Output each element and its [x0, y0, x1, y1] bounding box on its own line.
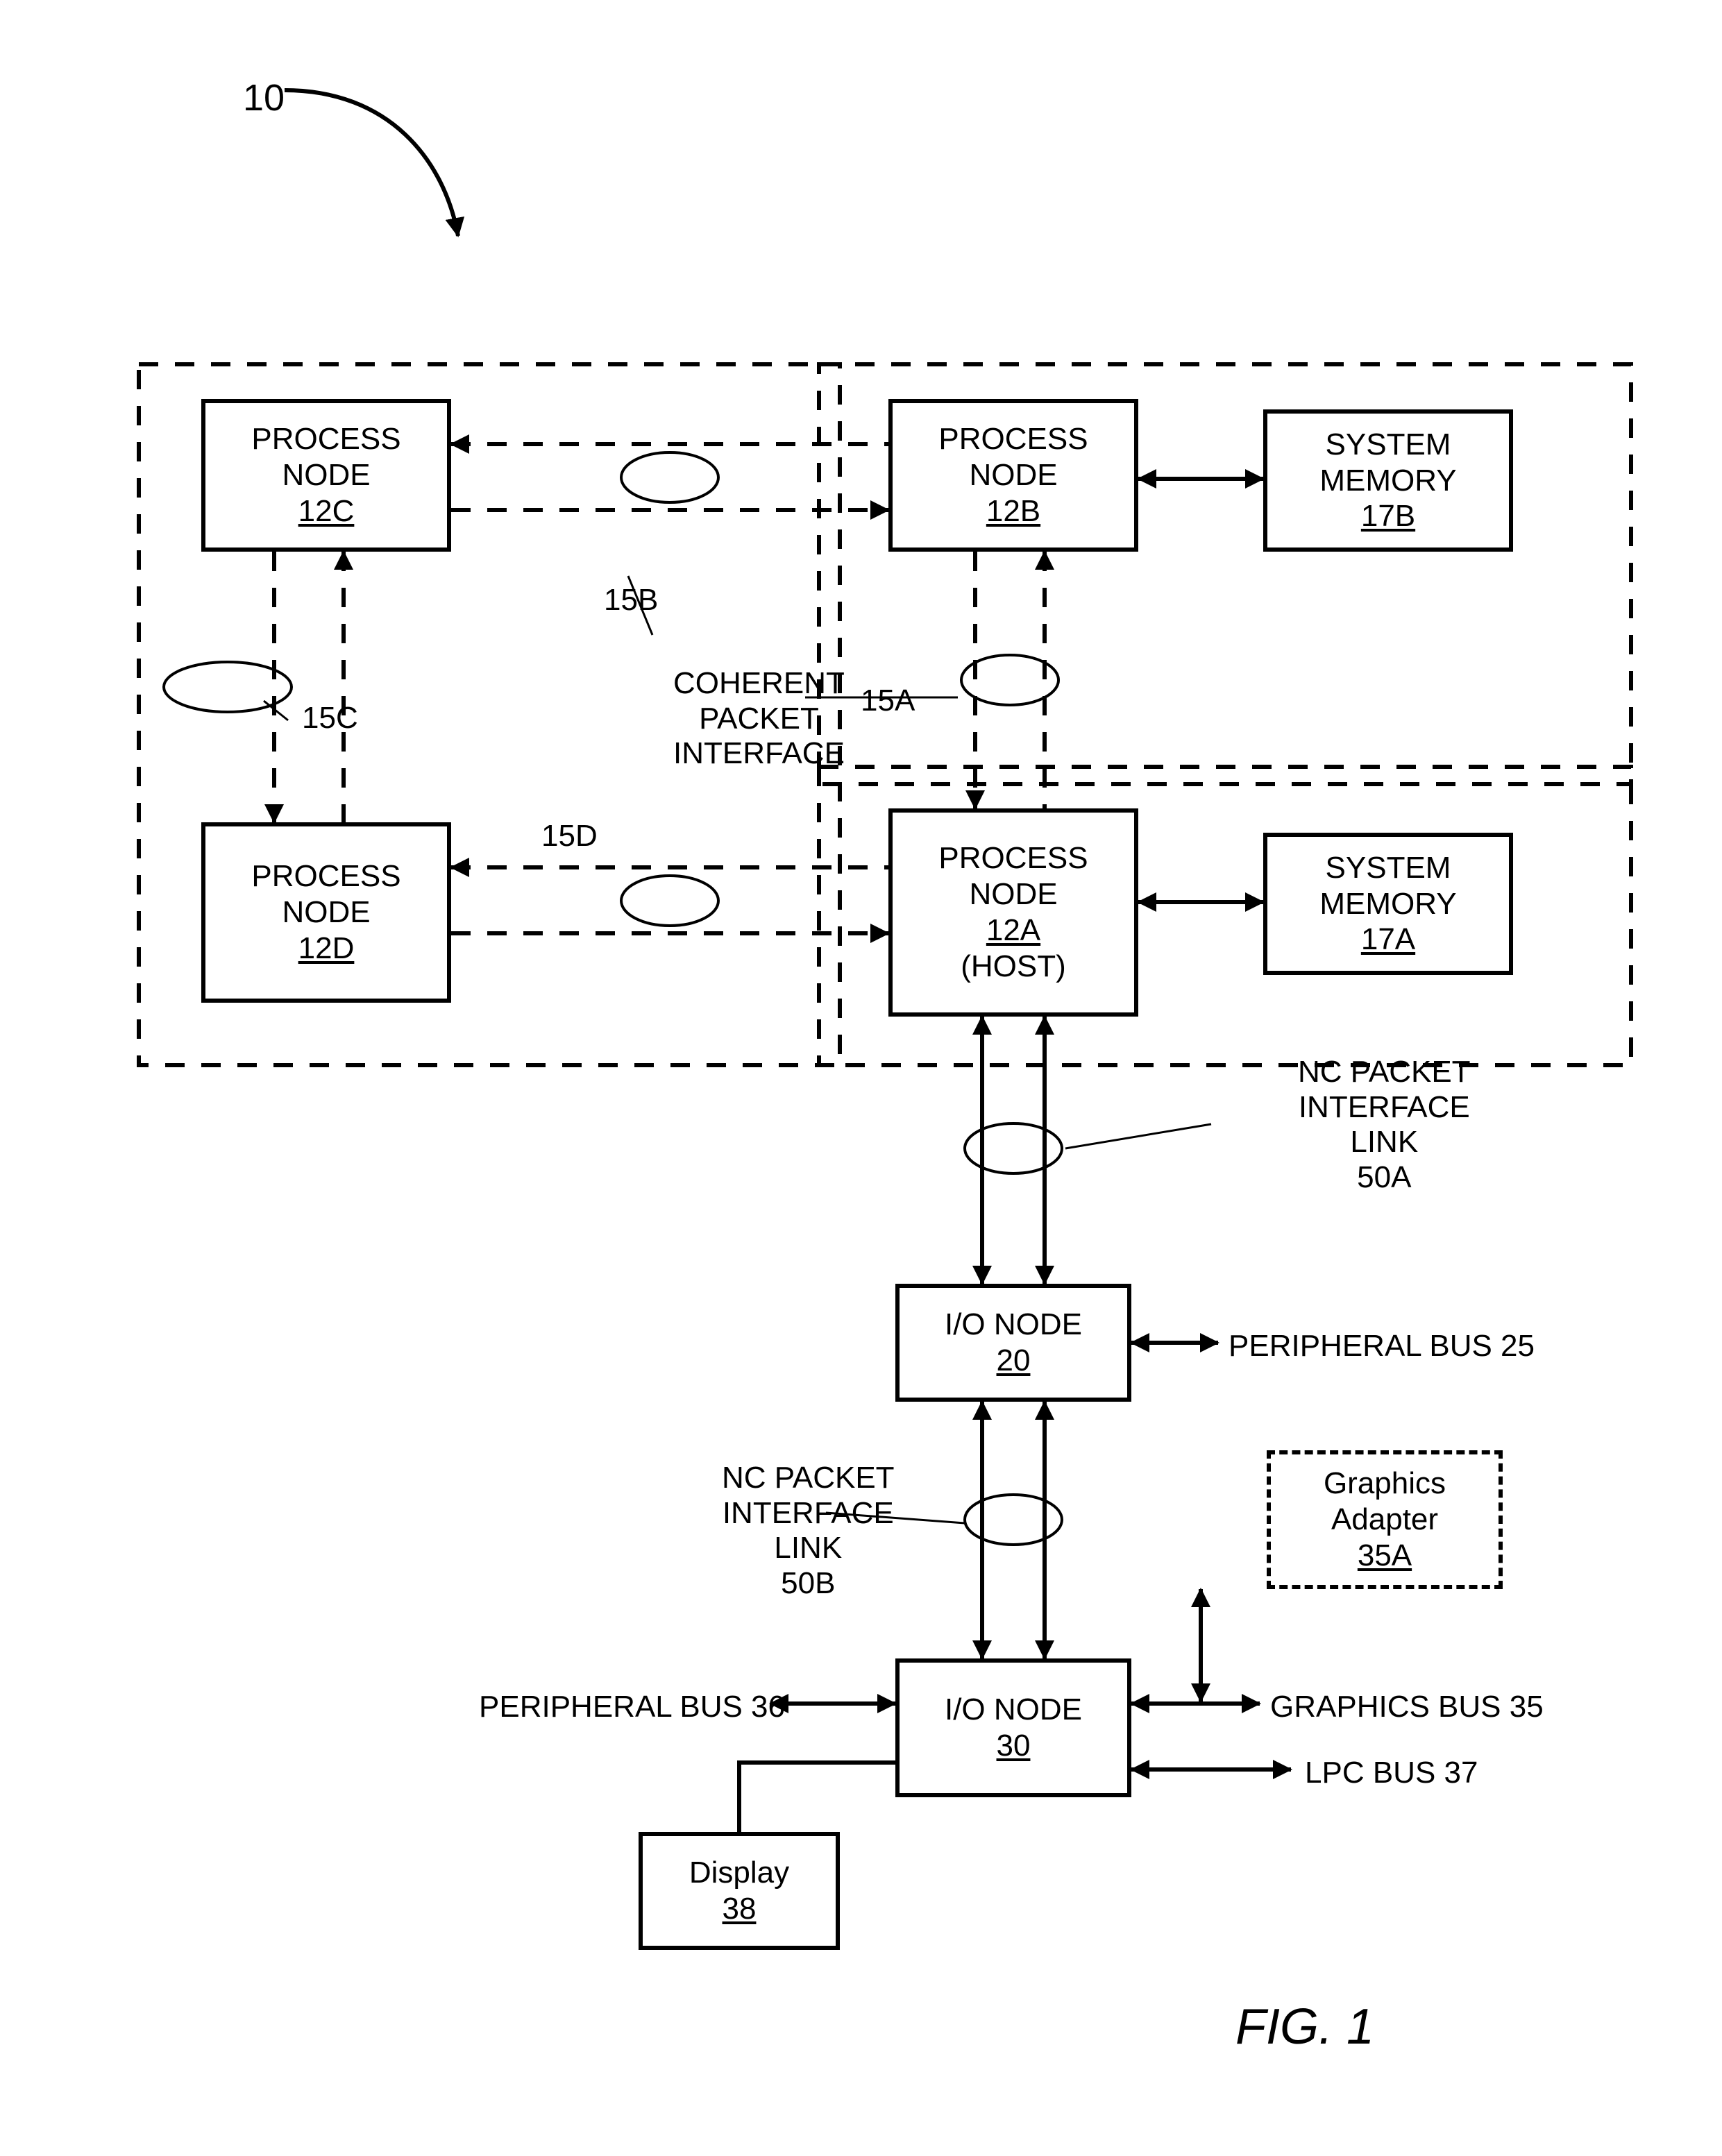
- node-12c: PROCESSNODE12C: [201, 399, 451, 552]
- mem-17a-line: 17A: [1361, 922, 1415, 958]
- io-20: I/O NODE20: [895, 1284, 1131, 1402]
- node-12d: PROCESSNODE12D: [201, 822, 451, 1003]
- lbl-15a: 15A: [861, 684, 915, 719]
- lbl-15c: 15C: [302, 701, 358, 736]
- lbl-50b-line: LINK: [722, 1531, 895, 1566]
- lbl-coh: COHERENTPACKETINTERFACE: [673, 666, 845, 772]
- lbl-pbus36: PERIPHERAL BUS 36: [479, 1690, 785, 1725]
- lbl-50a: NC PACKETINTERFACELINK50A: [1298, 1055, 1471, 1195]
- lbl-50a-line: 50A: [1298, 1160, 1471, 1196]
- lbl-lpc37: LPC BUS 37: [1305, 1756, 1478, 1791]
- mem-17a-line: SYSTEM: [1326, 850, 1451, 886]
- node-12b-line: NODE: [969, 457, 1057, 493]
- node-12d-line: NODE: [282, 894, 370, 931]
- io-30: I/O NODE30: [895, 1658, 1131, 1797]
- ring-50a: [965, 1123, 1062, 1173]
- lbl-50b-line: INTERFACE: [722, 1496, 895, 1531]
- lbl-10: 10: [243, 76, 285, 119]
- lbl-50a-line: NC PACKET: [1298, 1055, 1471, 1090]
- lbl-coh-line: PACKET: [673, 702, 845, 737]
- node-12a-line: PROCESS: [938, 840, 1088, 876]
- mem-17b-line: MEMORY: [1319, 463, 1456, 499]
- node-12c-line: PROCESS: [251, 421, 400, 457]
- io-30-line: 30: [997, 1728, 1031, 1764]
- lbl-15d: 15D: [541, 819, 598, 854]
- lbl-coh-line: INTERFACE: [673, 736, 845, 772]
- lead-50a: [1065, 1124, 1211, 1148]
- mem-17a-line: MEMORY: [1319, 886, 1456, 922]
- lbl-gbus35: GRAPHICS BUS 35: [1270, 1690, 1544, 1725]
- display-38: Display38: [639, 1832, 840, 1950]
- node-12c-line: 12C: [298, 493, 355, 529]
- node-12b: PROCESSNODE12B: [888, 399, 1138, 552]
- node-12b-line: 12B: [986, 493, 1040, 529]
- lbl-50b: NC PACKETINTERFACELINK50B: [722, 1461, 895, 1601]
- node-12a-line: (HOST): [961, 949, 1066, 985]
- lbl-15b: 15B: [604, 583, 658, 618]
- ring-15a: [961, 655, 1058, 705]
- ref-10-arrow: [285, 90, 458, 236]
- gfx-35a: GraphicsAdapter35A: [1267, 1450, 1503, 1589]
- node-12a-line: NODE: [969, 876, 1057, 913]
- ring-15c: [164, 662, 292, 712]
- io-20-line: 20: [997, 1343, 1031, 1379]
- node-12a: PROCESSNODE12A(HOST): [888, 808, 1138, 1017]
- node-12a-line: 12A: [986, 913, 1040, 949]
- node-12d-line: PROCESS: [251, 858, 400, 894]
- lbl-50a-line: LINK: [1298, 1125, 1471, 1160]
- ring-15b: [621, 452, 718, 502]
- mem-17b-line: 17B: [1361, 498, 1415, 534]
- display-38-line: 38: [723, 1891, 757, 1927]
- io-20-line: I/O NODE: [945, 1307, 1082, 1343]
- lbl-50a-line: INTERFACE: [1298, 1090, 1471, 1126]
- mem-17b: SYSTEMMEMORY17B: [1263, 409, 1513, 552]
- node-12b-line: PROCESS: [938, 421, 1088, 457]
- gfx-35a-line: 35A: [1358, 1538, 1412, 1574]
- io-30-line: I/O NODE: [945, 1692, 1082, 1728]
- display-38-line: Display: [689, 1855, 789, 1891]
- mem-17b-line: SYSTEM: [1326, 427, 1451, 463]
- ring-15d: [621, 876, 718, 926]
- figure-stage: PROCESSNODE12CPROCESSNODE12BSYSTEMMEMORY…: [0, 0, 1722, 2156]
- lbl-50b-line: NC PACKET: [722, 1461, 895, 1496]
- c-io30-display: [739, 1763, 895, 1832]
- lbl-pbus25: PERIPHERAL BUS 25: [1229, 1329, 1535, 1364]
- lbl-fig: FIG. 1: [1235, 1998, 1374, 2056]
- node-12c-line: NODE: [282, 457, 370, 493]
- mem-17a: SYSTEMMEMORY17A: [1263, 833, 1513, 975]
- gfx-35a-line: Adapter: [1331, 1502, 1438, 1538]
- ring-50b: [965, 1495, 1062, 1545]
- gfx-35a-line: Graphics: [1324, 1466, 1446, 1502]
- lbl-coh-line: COHERENT: [673, 666, 845, 702]
- node-12d-line: 12D: [298, 931, 355, 967]
- lbl-50b-line: 50B: [722, 1566, 895, 1602]
